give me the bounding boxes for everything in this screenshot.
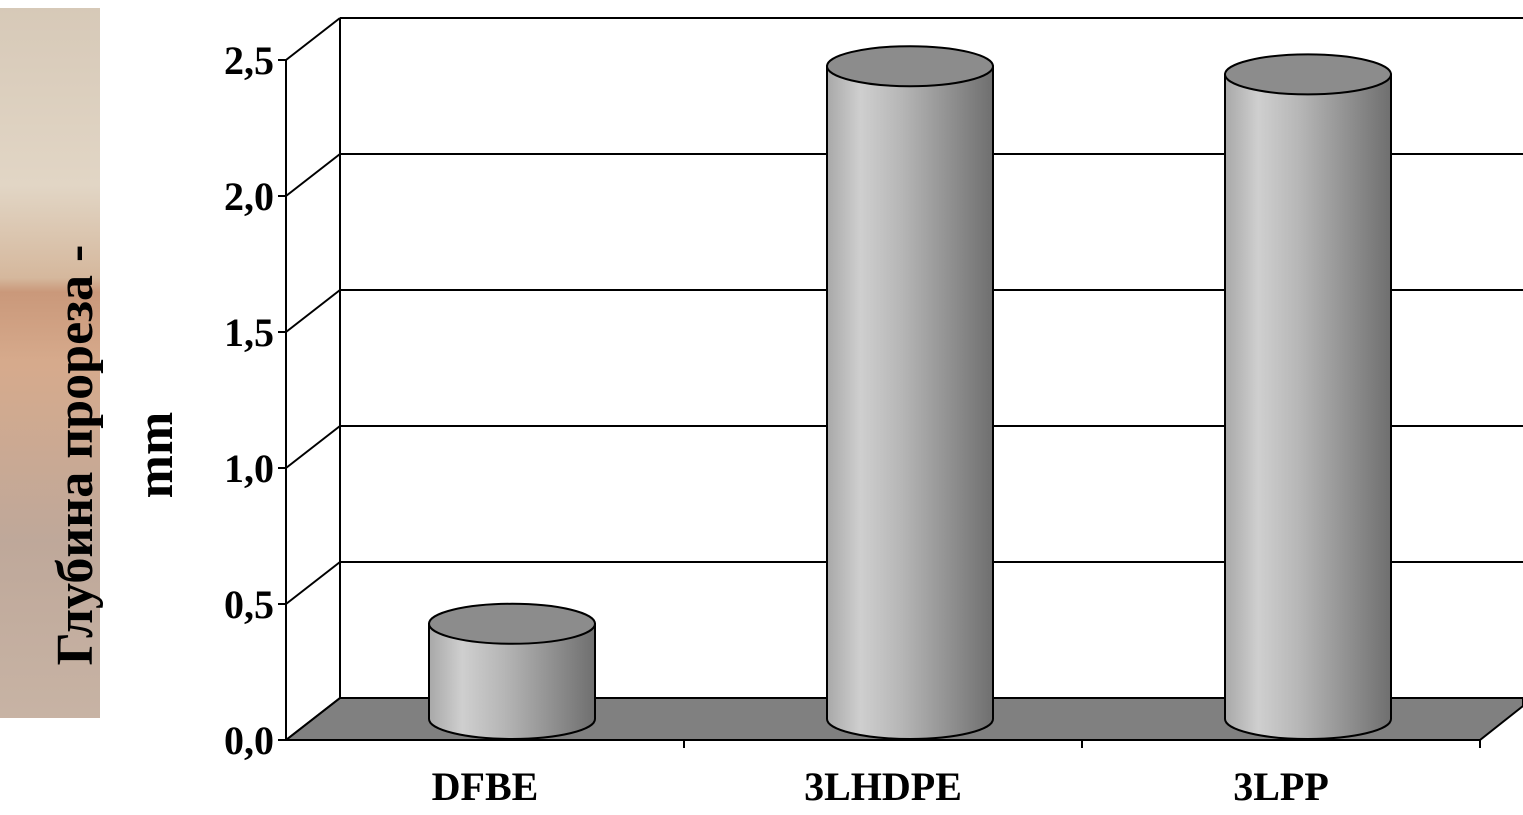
bar-top-3LHDPE xyxy=(826,45,994,88)
plot-area: 0,0 0,5 1,0 1,5 2,0 2,5 DFBE 3LHDPE 3LPP xyxy=(224,17,1523,809)
y-tick-label: 1,0 xyxy=(224,446,274,491)
bar-top-3LPP xyxy=(1224,53,1392,96)
side-wall-gridline xyxy=(285,425,341,469)
side-wall-gridline xyxy=(285,697,341,741)
side-wall-gridline xyxy=(285,561,341,605)
y-tick-label: 2,5 xyxy=(224,38,274,83)
y-tick-label: 2,0 xyxy=(224,174,274,219)
y-axis-title-line1: Глубина прореза - xyxy=(47,245,104,666)
y-tick-label: 0,0 xyxy=(224,718,274,763)
y-tick-label: 0,5 xyxy=(224,582,274,627)
y-axis-title-line2: mm xyxy=(127,412,184,499)
y-axis-title-group: Глубина прореза - xyxy=(47,245,104,666)
y-axis-title-group-2: mm xyxy=(127,412,184,499)
x-tick-label: 3LPP xyxy=(1233,764,1329,809)
bar-DFBE xyxy=(428,622,596,740)
bar-top-DFBE xyxy=(428,602,596,645)
x-tick-label: 3LHDPE xyxy=(804,764,962,809)
side-wall-gridline xyxy=(285,289,341,333)
decorative-photo-strip xyxy=(0,8,100,718)
bar-3LHDPE xyxy=(826,65,994,740)
bar-3LPP xyxy=(1224,73,1392,740)
y-tick-label: 1,5 xyxy=(224,310,274,355)
side-wall-gridline xyxy=(285,153,341,197)
x-tick-label: DFBE xyxy=(432,764,539,809)
side-wall-gridline xyxy=(285,17,341,61)
